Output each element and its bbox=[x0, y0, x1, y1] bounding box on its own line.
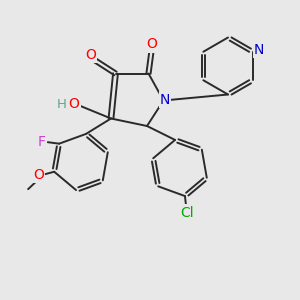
Text: H: H bbox=[57, 98, 67, 111]
Text: O: O bbox=[33, 168, 44, 182]
Text: O: O bbox=[146, 38, 157, 51]
Text: F: F bbox=[38, 135, 46, 149]
Text: O: O bbox=[85, 48, 96, 62]
Text: N: N bbox=[160, 93, 170, 106]
Text: O: O bbox=[69, 98, 80, 111]
Text: N: N bbox=[254, 43, 265, 57]
Text: Cl: Cl bbox=[181, 206, 194, 220]
